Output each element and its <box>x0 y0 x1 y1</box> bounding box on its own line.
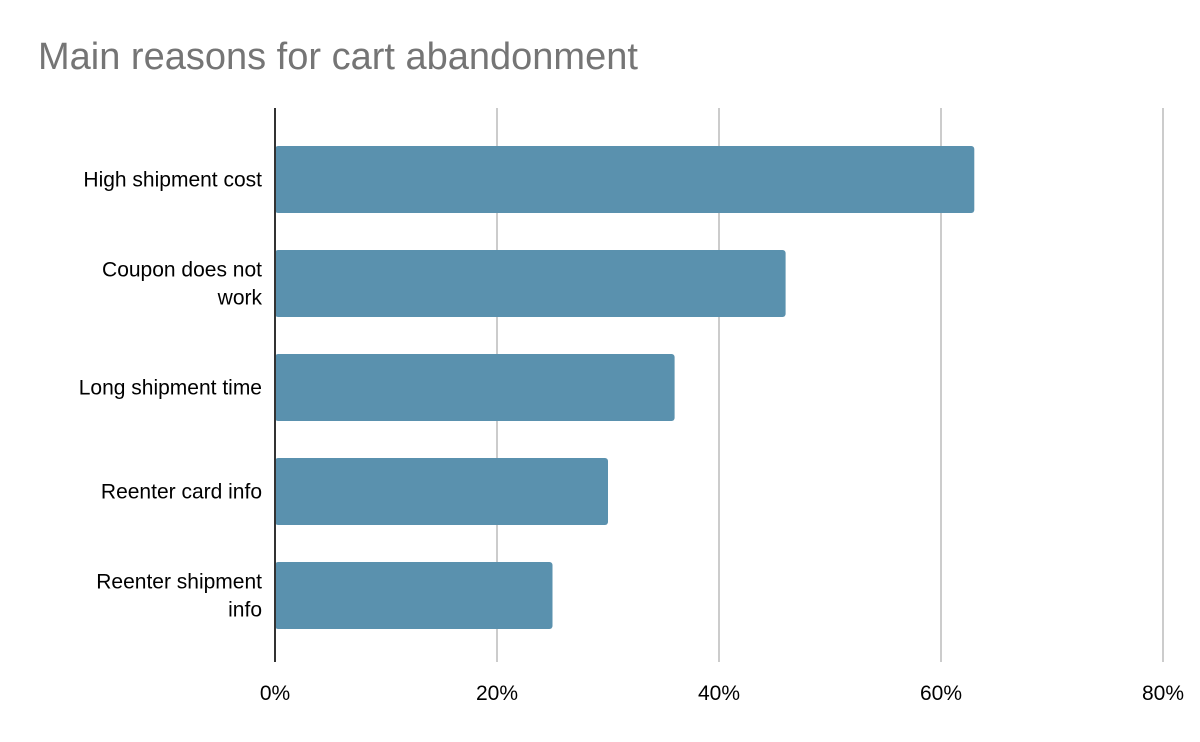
bar <box>275 562 553 629</box>
category-label: High shipment cost <box>83 169 262 192</box>
x-tick-label: 40% <box>698 682 740 705</box>
category-label-line: Reenter shipment <box>96 571 262 594</box>
bar <box>275 146 975 213</box>
category-label-line: High shipment cost <box>83 169 262 192</box>
category-label: Long shipment time <box>79 377 262 400</box>
category-label: Coupon does not work <box>102 259 262 310</box>
bar <box>275 250 786 317</box>
category-label-line: Long shipment time <box>79 377 262 400</box>
bar <box>275 458 608 525</box>
category-label-line: work <box>217 287 263 310</box>
chart-title: Main reasons for cart abandonment <box>38 36 638 78</box>
category-label-line: Reenter card info <box>101 481 262 504</box>
x-tick-label: 20% <box>476 682 518 705</box>
x-tick-label: 80% <box>1142 682 1184 705</box>
x-tick-label: 60% <box>920 682 962 705</box>
category-label: Reenter shipment info <box>96 571 262 622</box>
category-label-line: info <box>228 599 262 622</box>
category-label-line: Coupon does not <box>102 259 262 282</box>
category-label: Reenter card info <box>101 481 262 504</box>
bar <box>275 354 675 421</box>
x-tick-label: 0% <box>260 682 290 705</box>
